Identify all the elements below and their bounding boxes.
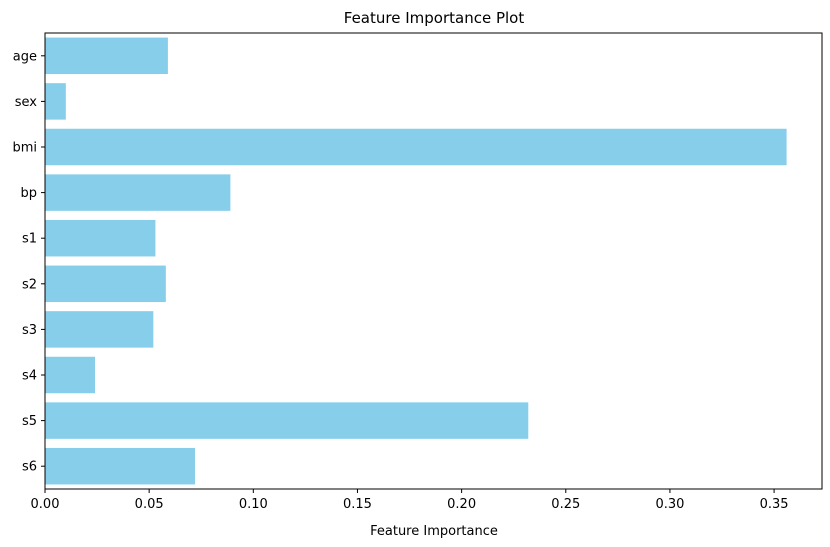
bar-bmi — [45, 128, 787, 166]
bars-group — [45, 37, 787, 485]
y-tick-label-s1: s1 — [22, 232, 37, 247]
bar-s5 — [45, 402, 529, 439]
y-tick-label-s4: s4 — [22, 369, 37, 384]
x-tick-label: 0.10 — [239, 497, 268, 512]
bar-s3 — [45, 311, 154, 348]
bar-age — [45, 37, 168, 75]
x-tick-label: 0.35 — [760, 497, 789, 512]
y-tick-label-s3: s3 — [22, 323, 37, 338]
bar-bp — [45, 174, 231, 211]
x-axis-ticks: 0.00 0.05 0.10 0.15 0.20 0.25 0.30 0.35 — [31, 489, 789, 512]
bar-s6 — [45, 447, 195, 485]
y-tick-label-s2: s2 — [22, 277, 37, 292]
x-axis-label: Feature Importance — [370, 524, 498, 539]
y-tick-label-s6: s6 — [22, 460, 37, 475]
x-tick-label: 0.20 — [447, 497, 476, 512]
x-tick-label: 0.30 — [655, 497, 684, 512]
bar-s1 — [45, 219, 156, 257]
bar-s2 — [45, 265, 166, 303]
bar-s4 — [45, 356, 95, 394]
y-tick-label-s5: s5 — [22, 414, 37, 429]
bar-sex — [45, 83, 66, 120]
y-axis-ticks: age sex bmi bp s1 s2 s3 s4 s5 s6 — [12, 49, 45, 475]
y-tick-label-bp: bp — [20, 186, 37, 201]
plot-area-frame — [44, 32, 823, 490]
x-tick-label: 0.05 — [135, 497, 164, 512]
x-tick-label: 0.15 — [343, 497, 372, 512]
x-tick-label: 0.25 — [551, 497, 580, 512]
chart-title: Feature Importance Plot — [344, 9, 525, 27]
y-tick-label-bmi: bmi — [12, 141, 37, 156]
y-tick-label-sex: sex — [15, 95, 38, 110]
x-tick-label: 0.00 — [31, 497, 60, 512]
y-tick-label-age: age — [13, 49, 37, 64]
